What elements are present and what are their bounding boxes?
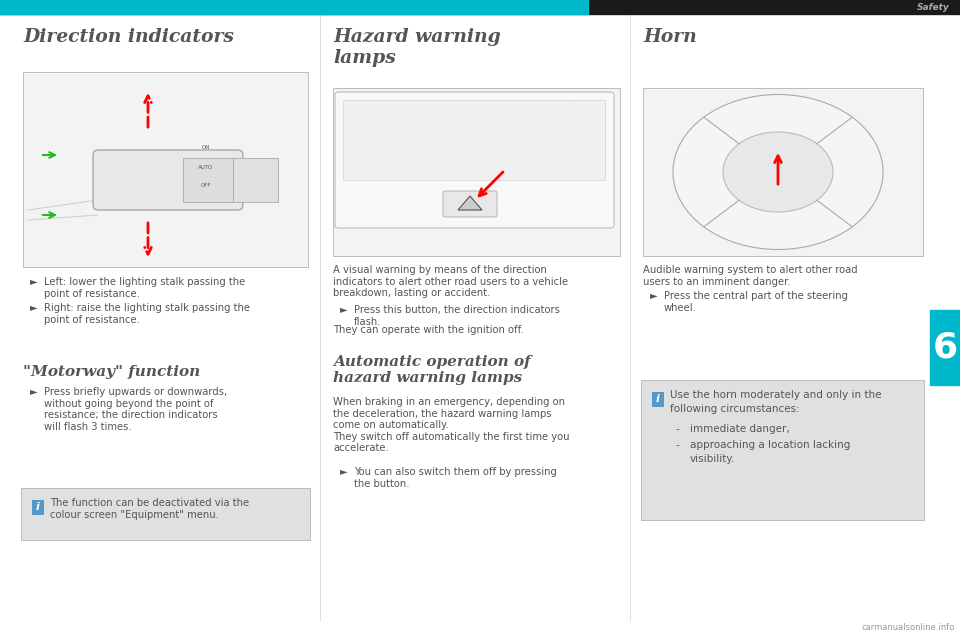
Text: Press this button, the direction indicators
flash.: Press this button, the direction indicat… [354,305,560,326]
Text: 6: 6 [932,330,957,365]
Bar [343,100,605,180]
Bar [21,488,310,540]
Text: Safety: Safety [917,3,950,12]
Bar [23,72,308,267]
Text: ►: ► [30,387,44,397]
Text: Horn: Horn [643,28,697,46]
Bar [930,310,960,385]
Text: Use the horn moderately and only in the: Use the horn moderately and only in the [670,390,881,400]
Text: -: - [676,440,680,450]
Text: The function can be deactivated via the
colour screen "Equipment" menu.: The function can be deactivated via the … [50,498,250,520]
Text: ►: ► [30,277,44,287]
Text: Direction indicators: Direction indicators [23,28,234,46]
Text: ►: ► [650,291,664,301]
Text: Right: raise the lighting stalk passing the
point of resistance.: Right: raise the lighting stalk passing … [44,303,250,324]
Bar [0,0,588,14]
Text: Hazard warning
lamps: Hazard warning lamps [333,28,501,67]
Text: A visual warning by means of the direction
indicators to alert other road users : A visual warning by means of the directi… [333,265,568,298]
Bar [0,0,960,14]
Text: -: - [676,424,680,434]
FancyBboxPatch shape [443,191,497,217]
Bar [333,88,620,256]
Bar [32,500,44,515]
Text: Press the central part of the steering
wheel.: Press the central part of the steering w… [664,291,848,312]
Text: visibility.: visibility. [690,454,735,464]
Text: Automatic operation of
hazard warning lamps: Automatic operation of hazard warning la… [333,355,531,385]
Text: ►: ► [30,303,44,313]
Bar [643,88,923,256]
Text: ►: ► [340,467,354,477]
Text: Left: lower the lighting stalk passing the
point of resistance.: Left: lower the lighting stalk passing t… [44,277,245,299]
Bar [183,158,233,202]
Text: "Motorway" function: "Motorway" function [23,365,201,379]
Text: Press briefly upwards or downwards,
without going beyond the point of
resistance: Press briefly upwards or downwards, with… [44,387,228,432]
Text: They can operate with the ignition off.: They can operate with the ignition off. [333,325,524,335]
Text: i: i [36,502,40,512]
Bar [652,392,664,407]
Text: You can also switch them off by pressing
the button.: You can also switch them off by pressing… [354,467,557,488]
Text: ON: ON [202,145,210,150]
Text: Audible warning system to alert other road
users to an imminent danger.: Audible warning system to alert other ro… [643,265,857,287]
Ellipse shape [673,95,883,250]
FancyBboxPatch shape [93,150,243,210]
Text: When braking in an emergency, depending on
the deceleration, the hazard warning : When braking in an emergency, depending … [333,397,569,453]
Text: following circumstances:: following circumstances: [670,404,800,414]
Text: approaching a location lacking: approaching a location lacking [690,440,851,450]
Bar [233,158,278,202]
Text: immediate danger,: immediate danger, [690,424,790,434]
Text: ►: ► [340,305,354,315]
Bar [641,380,924,520]
Text: OFF: OFF [201,183,211,188]
Text: AUTO: AUTO [199,165,214,170]
Polygon shape [458,196,482,210]
FancyBboxPatch shape [335,92,614,228]
Ellipse shape [723,132,833,212]
Text: carmanualsonline.info: carmanualsonline.info [862,623,955,632]
Text: i: i [656,394,660,404]
